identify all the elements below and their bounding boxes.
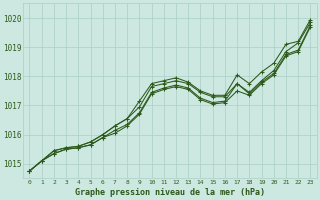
X-axis label: Graphe pression niveau de la mer (hPa): Graphe pression niveau de la mer (hPa): [75, 188, 265, 197]
